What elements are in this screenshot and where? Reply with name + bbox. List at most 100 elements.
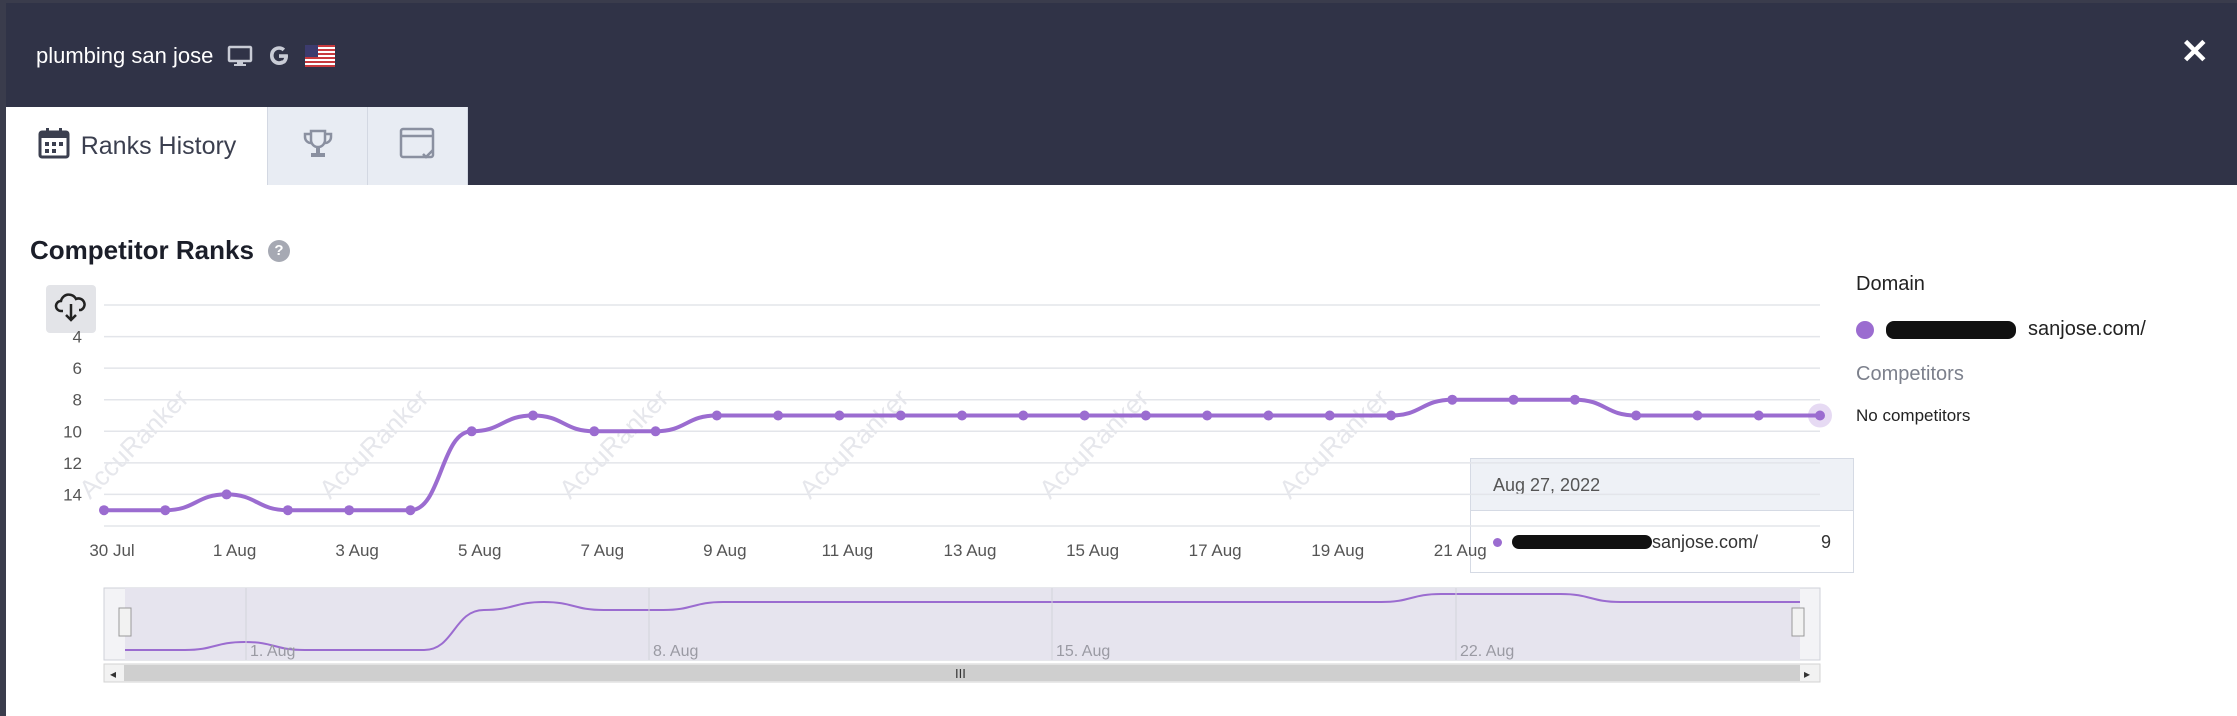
x-tick-label: 3 Aug [335,541,379,560]
navigator-line [124,593,1800,651]
data-point [1508,394,1519,405]
tab-ranks-history[interactable]: Ranks History [6,107,268,185]
data-point [1263,410,1274,421]
redaction-mark [1512,535,1652,549]
y-tick-label: 10 [63,422,82,441]
x-tick-label: 1 Aug [213,541,257,560]
data-point [99,505,109,516]
y-tick-label: 8 [73,391,82,410]
navigator-handle [1791,607,1805,637]
calendar-icon [37,126,71,167]
modal-tabs: Ranks History [6,107,468,185]
navigator-label: 1. Aug [250,643,295,660]
x-tick-label: 30 Jul [89,541,134,560]
keyword-text: plumbing san jose [36,43,214,68]
desktop-icon [227,45,253,67]
section-title: Competitor Ranks ? [30,235,290,266]
export-chart-button[interactable] [46,285,96,333]
tab-ranks-history-label: Ranks History [80,131,237,160]
tab-competitors[interactable] [268,107,368,185]
x-tick-label: 21 Aug [1434,541,1487,560]
calendar-check-icon [399,126,437,167]
close-button[interactable]: ✕ [2180,33,2210,71]
x-tick-label: 7 Aug [581,541,625,560]
legend-domain-item[interactable]: sanjose.com/ [1856,318,2216,341]
data-point [957,410,967,421]
tooltip-dot [1493,537,1502,547]
cloud-download-icon [54,291,88,328]
navigator-label: 22. Aug [1460,643,1514,660]
legend-heading: Domain [1856,273,1925,295]
data-point [1631,410,1642,421]
scroll-right-arrow: ▸ [1804,667,1810,681]
data-point [466,426,477,437]
x-tick-label: 11 Aug [822,541,874,560]
data-point [650,426,661,437]
tab-schedule[interactable] [368,107,468,185]
y-tick-label: 12 [63,454,82,473]
scroll-left-arrow: ◂ [110,667,116,681]
tooltip-value: 9 [1820,531,1831,552]
y-tick-label: 6 [73,359,82,378]
tooltip-row: sanjose.com/ 9 [1471,511,1853,573]
help-icon[interactable]: ? [267,239,290,262]
watermark: AccuRanker [1033,383,1155,505]
data-point [221,489,232,500]
series-line [103,397,1821,513]
data-point [1079,410,1090,421]
x-tick-label: 13 Aug [944,541,997,560]
redaction-mark [1886,320,2016,339]
tooltip-date: Aug 27, 2022 [1471,459,1853,511]
watermark: AccuRanker [793,383,915,505]
google-icon [267,44,291,68]
us-flag-icon [305,45,336,67]
watermark: AccuRanker [1273,383,1395,505]
x-tick-label: 5 Aug [458,541,502,560]
data-point [160,505,171,516]
competitors-heading: Competitors [1856,363,1964,385]
data-point [1140,410,1151,421]
y-tick-label: 14 [63,485,82,504]
navigator-label: 15. Aug [1056,643,1110,660]
x-tick-label: 19 Aug [1311,541,1364,560]
data-point [1386,410,1396,421]
data-point [1815,410,1825,421]
data-point [589,426,600,437]
chart-legend: Domain sanjose.com/ Competitors No compe… [1856,273,2216,426]
watermark: AccuRanker [553,383,675,505]
x-tick-label: 17 Aug [1189,541,1242,560]
data-point [711,410,722,421]
legend-domain-label: sanjose.com/ [2028,318,2146,340]
navigator-label: 8. Aug [653,643,698,660]
data-point [895,410,906,421]
data-point [773,410,784,421]
data-point [1753,410,1764,421]
trophy-icon [301,127,335,166]
keyword-title: plumbing san jose [36,43,336,69]
modal-header: plumbing san jose ✕ Ranks History [6,3,2237,185]
watermark: AccuRanker [313,383,435,505]
section-title-text: Competitor Ranks [30,235,254,265]
data-point [1324,410,1335,421]
data-point [834,410,845,421]
scrollbar-thumb [124,665,1800,681]
data-point [1018,410,1029,421]
y-tick-label: 4 [73,328,82,347]
data-point [344,505,355,516]
data-point [282,505,293,516]
data-point [1447,394,1458,405]
data-point [1692,410,1703,421]
data-point [528,410,538,421]
tooltip-domain: sanjose.com/ [1652,531,1759,552]
data-point [1569,394,1580,405]
competitors-empty: No competitors [1856,406,1971,425]
watermark: AccuRanker [73,383,195,505]
chart-tooltip: Aug 27, 2022 sanjose.com/ 9 [1470,458,1854,573]
navigator-handle [118,607,132,637]
legend-domain-dot [1856,320,1874,339]
data-point [1202,410,1213,421]
scroll-grip: III [955,666,966,681]
x-tick-label: 9 Aug [703,541,747,560]
navigator-selection [125,588,1800,660]
